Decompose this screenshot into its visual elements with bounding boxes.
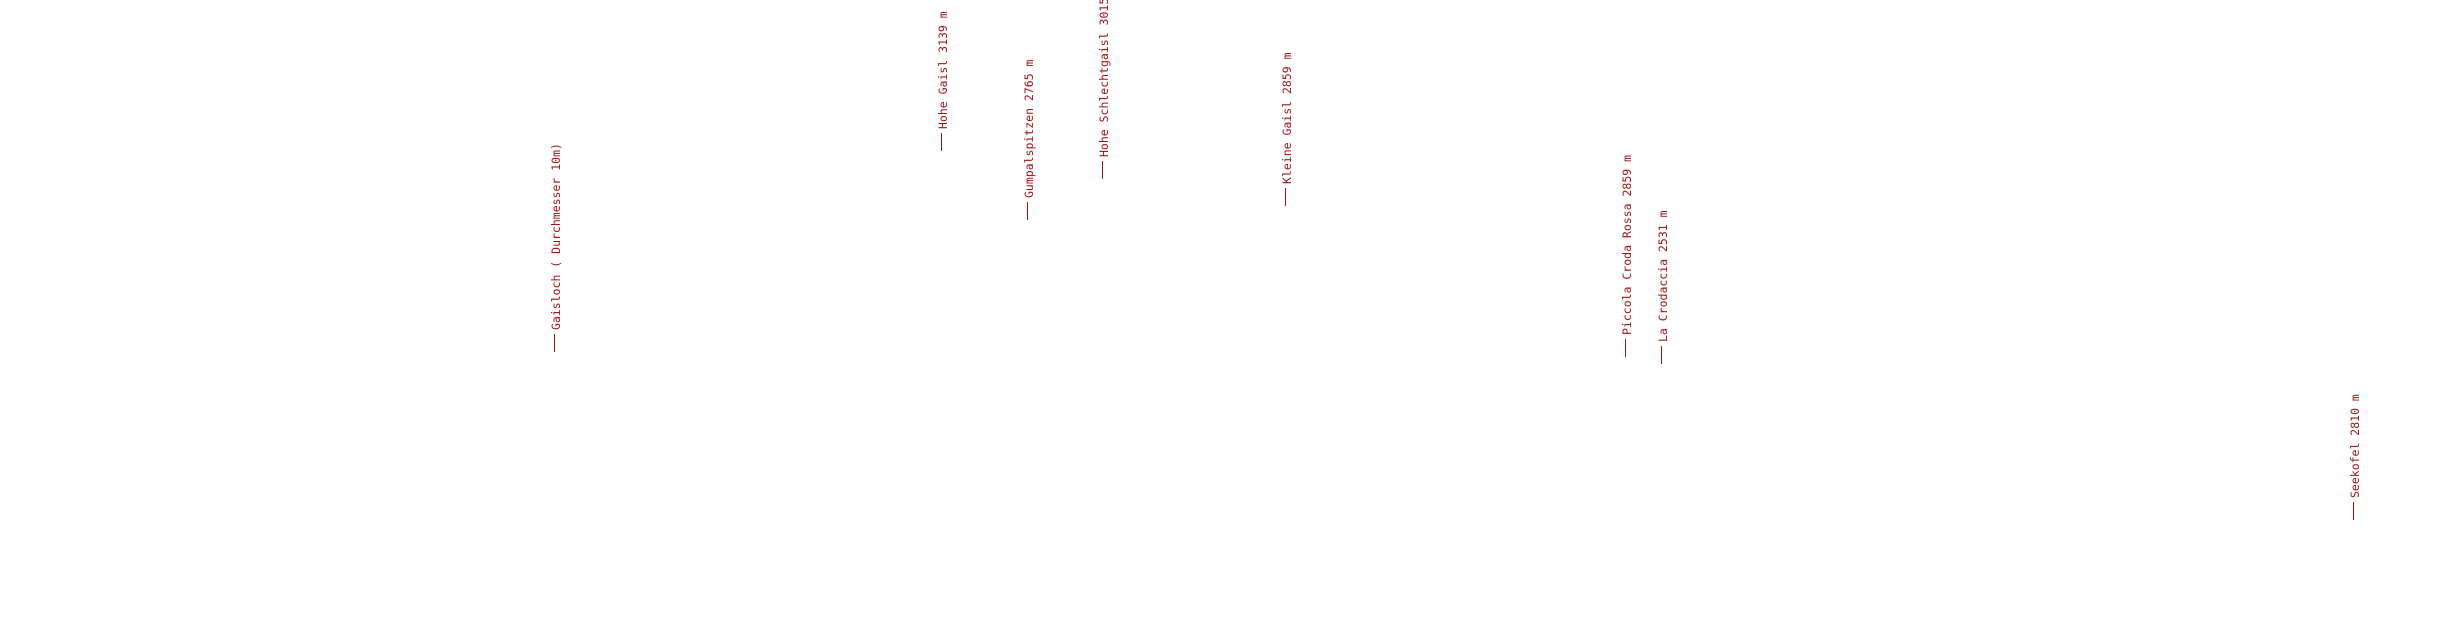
label-text: Piccola Croda Rossa 2859 m: [1620, 154, 1634, 335]
leader-line: [1027, 202, 1028, 220]
leader-line: [1102, 161, 1103, 179]
label-text: Hohe Schlechtgaisl 3015 m: [1097, 0, 1111, 157]
label-hohe-gaisl: Hohe Gaisl 3139 m: [936, 11, 950, 151]
label-kleine-gaisl: Kleine Gaisl 2859 m: [1280, 52, 1294, 206]
label-text: La Crodaccia 2531 m: [1656, 210, 1670, 342]
label-text: Kleine Gaisl 2859 m: [1280, 52, 1294, 184]
label-text: Gumpalspitzen 2765 m: [1022, 59, 1036, 198]
label-la-crodaccia: La Crodaccia 2531 m: [1656, 210, 1670, 364]
leader-line: [1625, 339, 1626, 357]
leader-line: [2353, 502, 2354, 520]
label-seekofel: Seekofel 2810 m: [2348, 394, 2362, 520]
leader-line: [1285, 188, 1286, 206]
label-text: Seekofel 2810 m: [2348, 394, 2362, 498]
leader-line: [554, 334, 555, 352]
label-hohe-schlechtgaisl: Hohe Schlechtgaisl 3015 m: [1097, 0, 1111, 179]
label-text: Gaisloch ( Durchmesser 10m): [549, 143, 563, 330]
leader-line: [1661, 346, 1662, 364]
label-text: Hohe Gaisl 3139 m: [936, 11, 950, 129]
label-gumpalspitzen: Gumpalspitzen 2765 m: [1022, 60, 1036, 220]
leader-line: [941, 133, 942, 151]
label-gaisloch: Gaisloch ( Durchmesser 10m): [549, 143, 563, 352]
label-piccola-croda-rossa: Piccola Croda Rossa 2859 m: [1620, 155, 1634, 357]
